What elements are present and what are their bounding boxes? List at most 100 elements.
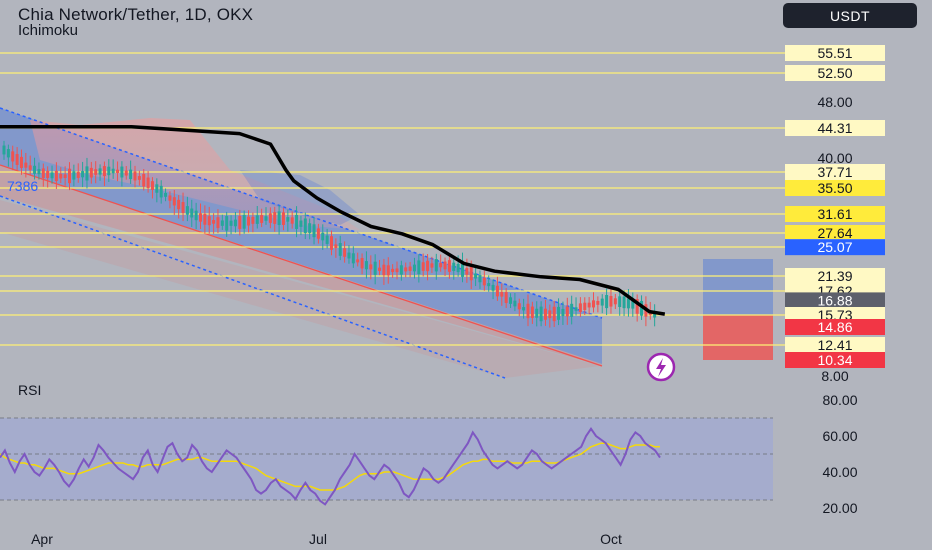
candle-body <box>526 303 530 319</box>
candle-body <box>465 268 469 275</box>
candle-body <box>168 195 172 201</box>
candle-body <box>351 253 355 264</box>
time-tick-label: Jul <box>309 531 327 547</box>
candle-body <box>37 169 41 175</box>
candle-body <box>509 297 513 304</box>
currency-button[interactable]: USDT <box>783 3 917 28</box>
candle-body <box>94 169 98 175</box>
candle-body <box>264 216 268 221</box>
candle-body <box>194 210 198 221</box>
candle-body <box>500 291 504 297</box>
price-tick-label: 40.00 <box>817 150 852 166</box>
candle-body <box>557 306 561 320</box>
candle-body <box>356 259 360 263</box>
candle-body <box>28 165 32 170</box>
price-tick-label: 8.00 <box>821 368 848 384</box>
level-label: 14.86 <box>817 319 852 335</box>
candle-body <box>277 211 281 226</box>
candle-body <box>81 171 85 178</box>
candle-body <box>491 284 495 291</box>
candle-body <box>631 300 635 309</box>
level-label-bg <box>785 164 885 180</box>
candle-body <box>63 174 67 178</box>
candle-body <box>98 168 102 175</box>
candle-body <box>399 265 403 275</box>
level-label: 35.50 <box>817 180 852 196</box>
candle-body <box>50 172 54 179</box>
candle-body <box>225 216 229 231</box>
candle-body <box>268 213 272 223</box>
rsi-band <box>0 418 773 500</box>
candle-body <box>587 302 591 308</box>
long-target-zone <box>703 259 773 315</box>
candle-body <box>185 206 189 215</box>
rsi-ma-line <box>0 442 660 491</box>
level-label-bg <box>785 268 885 284</box>
candle-body <box>107 166 111 176</box>
candle-body <box>59 173 63 179</box>
candle-body <box>373 261 377 275</box>
rsi-tick-label: 20.00 <box>822 500 857 516</box>
level-label-bg <box>785 65 885 81</box>
candle-body <box>242 214 246 229</box>
lightning-icon[interactable] <box>646 352 676 382</box>
candle-body <box>129 169 133 180</box>
candle-body <box>482 277 486 286</box>
candle-body <box>622 296 626 309</box>
candle-body <box>238 215 242 229</box>
cloud-fill-blue <box>240 170 360 225</box>
rsi-tick-label: 40.00 <box>822 464 857 480</box>
candle-body <box>146 177 150 189</box>
candle-body <box>364 261 368 270</box>
candle-body <box>334 244 338 249</box>
candle-body <box>11 151 15 162</box>
level-label-bg <box>785 352 885 368</box>
candle-body <box>260 215 264 223</box>
level-label-bg <box>785 337 885 353</box>
candle-body <box>596 300 600 305</box>
level-label-bg <box>785 292 885 309</box>
price-axis: 55.5152.5044.3137.7135.5031.6127.6425.09… <box>785 45 885 384</box>
candle-body <box>539 306 543 322</box>
level-label: 44.31 <box>817 120 852 136</box>
candle-body <box>495 285 499 297</box>
candle-body <box>150 181 154 190</box>
candle-body <box>295 214 299 229</box>
candle-body <box>592 300 595 308</box>
rsi-line <box>0 427 661 506</box>
level-label: 37.71 <box>817 164 852 180</box>
candle-body <box>574 307 578 311</box>
candle-body <box>281 212 285 225</box>
level-label-bg <box>785 180 885 196</box>
candle-body <box>626 298 630 309</box>
candle-body <box>461 262 464 277</box>
candle-body <box>286 217 290 222</box>
candle-body <box>89 167 93 178</box>
candle-body <box>548 310 552 319</box>
candle-body <box>19 156 23 168</box>
candle-body <box>116 169 120 173</box>
price-pane: 7386 <box>0 52 785 382</box>
level-label-bg <box>785 319 885 335</box>
candle-body <box>600 298 604 306</box>
partial-price-label: 7386 <box>7 178 38 194</box>
candle-body <box>439 263 443 268</box>
candle-body <box>164 192 168 197</box>
level-label: 25.07 <box>817 239 852 255</box>
rsi-tick-label: 60.00 <box>822 428 857 444</box>
candle-body <box>474 273 478 279</box>
candle-body <box>137 176 141 180</box>
cloud-fill <box>30 118 360 230</box>
rsi-pane <box>0 417 773 506</box>
candle-body <box>172 197 176 206</box>
candle-body <box>68 168 71 184</box>
candle-body <box>447 260 451 272</box>
level-label: 55.51 <box>817 45 852 61</box>
candle-body <box>102 166 106 177</box>
short-stop-zone <box>703 315 773 360</box>
candle-body <box>487 283 491 287</box>
candle-body <box>316 228 320 239</box>
candle-body <box>613 298 617 305</box>
candle-body <box>41 168 45 179</box>
candle-body <box>251 216 255 224</box>
